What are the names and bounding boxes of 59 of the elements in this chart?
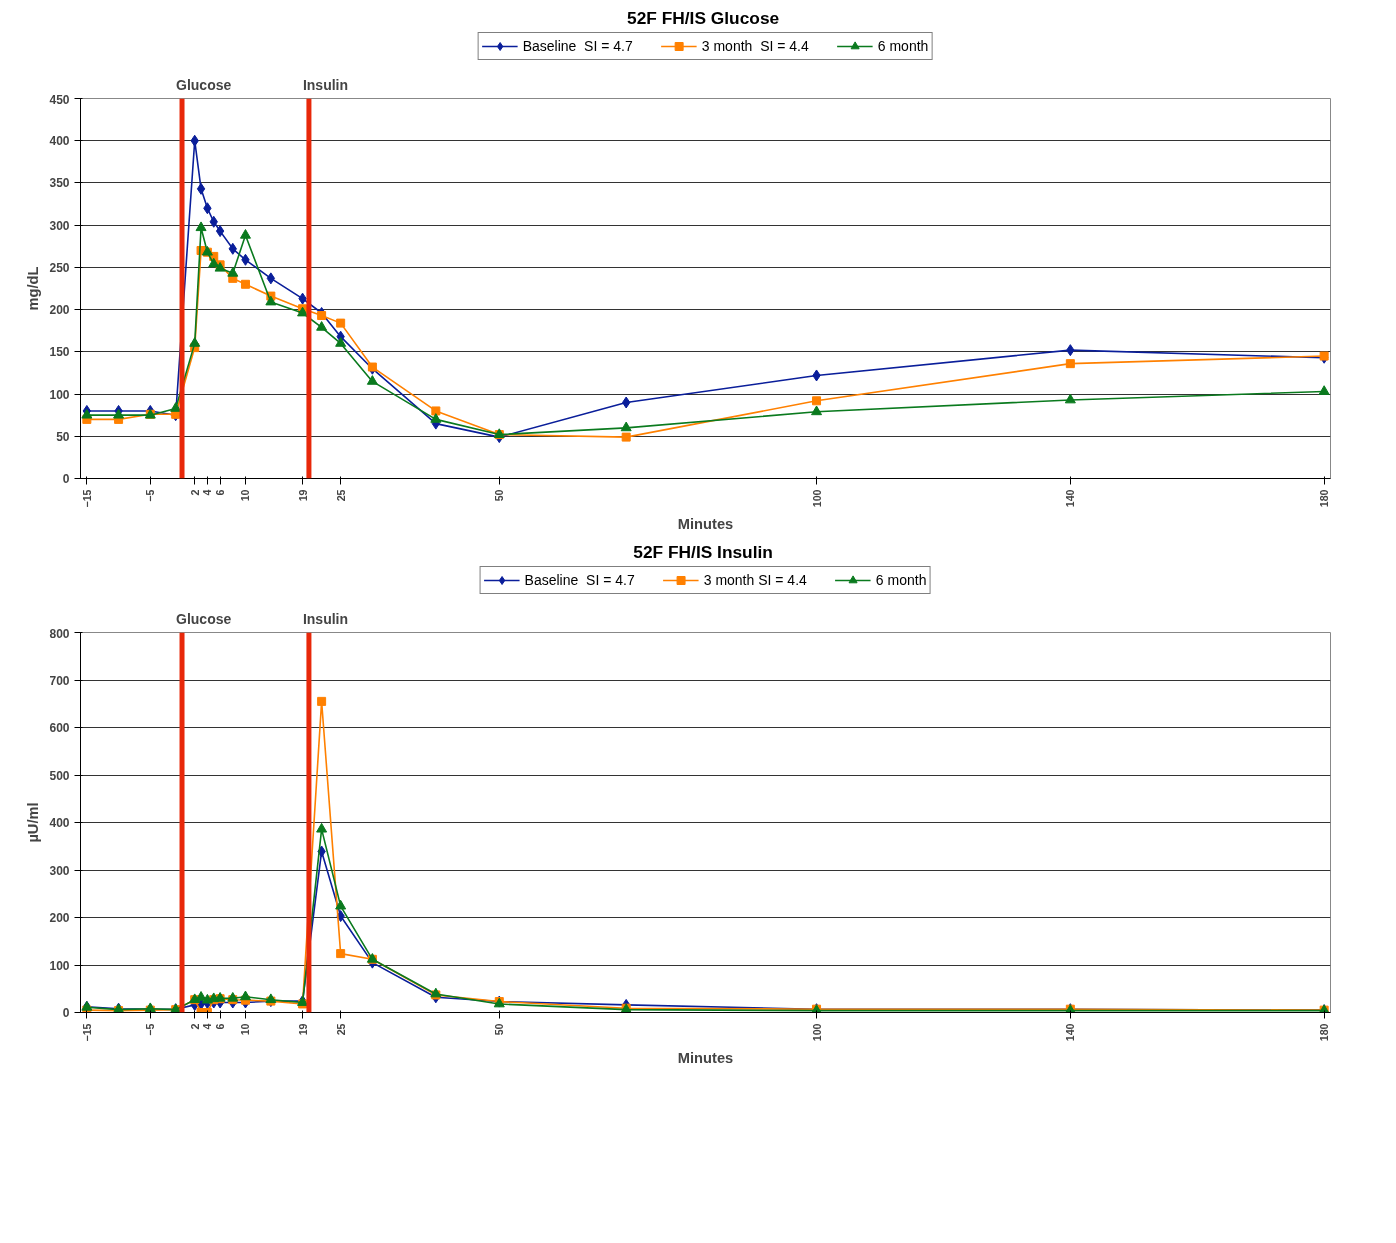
x-tick-label: 6 [214, 1023, 227, 1030]
x-tick-label: 2 [188, 1023, 201, 1030]
y-tick-label: 300 [49, 863, 70, 878]
y-tick-label: 200 [49, 303, 70, 318]
x-tick-label: 140 [1064, 489, 1077, 508]
y-tick-label: 100 [49, 387, 70, 402]
x-tick-label: 50 [493, 489, 506, 502]
legend-label: 6 month [877, 38, 929, 54]
x-tick-label: 4 [201, 1023, 214, 1030]
x-tick-label: 180 [1318, 1023, 1331, 1042]
y-tick-label: 50 [56, 429, 70, 444]
x-tick-label: −5 [144, 489, 157, 502]
y-tick-label: 0 [62, 1006, 70, 1020]
ref-line-label: Insulin [302, 76, 349, 93]
y-tick-label: 300 [49, 218, 70, 233]
x-tick-label: 25 [334, 1023, 347, 1036]
x-tick-label: 10 [239, 1023, 252, 1036]
x-tick-label: 19 [296, 489, 309, 502]
y-tick-label: 100 [49, 958, 70, 973]
y-tick-label: 250 [49, 260, 70, 275]
x-tick-label: 6 [214, 489, 227, 496]
y-tick-label: 400 [49, 816, 70, 830]
legend-label: Baseline SI = 4.7 [524, 572, 635, 588]
x-tick-label: 140 [1064, 1023, 1077, 1042]
x-tick-label: 100 [810, 489, 823, 508]
x-tick-label: 25 [334, 489, 347, 502]
y-tick-label: 800 [49, 626, 70, 641]
ref-line-label: Insulin [302, 610, 349, 627]
legend-label: 3 month SI = 4.4 [703, 572, 807, 588]
x-axis-title: Minutes [677, 515, 734, 532]
x-tick-label: 2 [188, 489, 201, 496]
ref-line-label: Glucose [176, 76, 232, 93]
y-tick-label: 400 [49, 134, 70, 149]
y-tick-label: 500 [49, 768, 70, 783]
x-tick-label: −15 [80, 1023, 93, 1042]
x-tick-label: 4 [201, 489, 214, 496]
y-tick-label: 350 [49, 176, 70, 191]
y-tick-label: 150 [49, 345, 70, 360]
y-tick-label: 600 [49, 721, 70, 735]
chart-title: 52F FH/IS Insulin [633, 541, 773, 562]
x-tick-label: −15 [80, 489, 93, 508]
y-axis-title: mg/dL [25, 266, 42, 311]
x-tick-label: −5 [144, 1023, 157, 1036]
legend-label: Baseline SI = 4.7 [522, 38, 633, 54]
x-tick-label: 19 [296, 1023, 309, 1036]
x-tick-label: 50 [493, 1023, 506, 1036]
y-tick-label: 450 [49, 92, 70, 107]
y-axis-title: µU/ml [25, 802, 42, 843]
x-tick-label: 100 [810, 1023, 823, 1042]
ref-line-label: Glucose [176, 610, 232, 627]
y-tick-label: 700 [49, 673, 70, 688]
chart-title: 52F FH/IS Glucose [627, 7, 780, 28]
legend-label: 3 month SI = 4.4 [701, 38, 809, 54]
x-tick-label: 10 [239, 489, 252, 502]
y-tick-label: 200 [49, 911, 70, 925]
legend-label: 6 month [875, 572, 927, 588]
y-tick-label: 0 [62, 472, 70, 486]
x-tick-label: 180 [1318, 489, 1331, 508]
x-axis-title: Minutes [677, 1049, 734, 1066]
